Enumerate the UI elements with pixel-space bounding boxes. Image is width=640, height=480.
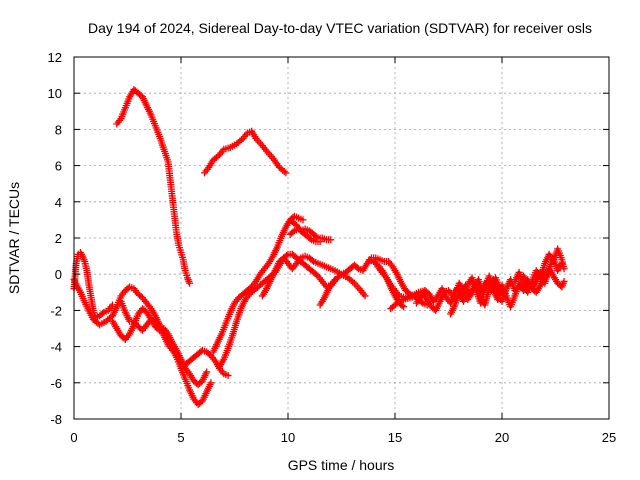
data-point bbox=[207, 379, 215, 387]
series-track-k bbox=[286, 225, 324, 246]
data-point bbox=[313, 233, 321, 241]
data-point bbox=[400, 303, 408, 311]
data-point bbox=[214, 152, 222, 160]
series-track-r bbox=[511, 245, 568, 296]
series-track-s bbox=[519, 265, 568, 296]
data-point bbox=[560, 277, 568, 285]
data-point bbox=[316, 238, 324, 246]
y-tick-label: 10 bbox=[48, 86, 62, 101]
series-track-f bbox=[117, 297, 232, 380]
data-point bbox=[353, 264, 361, 272]
y-tick-label: -4 bbox=[50, 340, 62, 355]
y-tick-label: -8 bbox=[50, 412, 62, 427]
series-track-i bbox=[258, 252, 369, 300]
series-track-b bbox=[201, 127, 290, 177]
data-point bbox=[327, 236, 335, 244]
y-axis-label: SDTVAR / TECUs bbox=[6, 182, 22, 294]
x-tick-label: 0 bbox=[70, 430, 77, 445]
data-point bbox=[186, 279, 194, 287]
axis-ticks: 0 5 10 15 20 25 -8 -6 -4 -2 0 2 4 6 8 10 12 bbox=[48, 50, 617, 445]
series-track-h bbox=[216, 250, 339, 371]
data-point bbox=[237, 136, 245, 144]
x-tick-label: 25 bbox=[602, 430, 616, 445]
data-point bbox=[405, 289, 413, 297]
chart-title: Day 194 of 2024, Sidereal Day-to-day VTE… bbox=[88, 20, 592, 36]
data-point bbox=[308, 256, 316, 264]
series-track-n bbox=[365, 256, 408, 311]
data-point bbox=[282, 169, 290, 177]
x-tick-label: 10 bbox=[281, 430, 295, 445]
data-point bbox=[392, 301, 400, 309]
series-track-a bbox=[113, 86, 194, 287]
data-point bbox=[361, 292, 369, 300]
data-point bbox=[280, 167, 288, 175]
grid-lines bbox=[74, 57, 609, 419]
data-point bbox=[398, 302, 406, 310]
data-point bbox=[349, 278, 357, 286]
data-point bbox=[99, 309, 107, 317]
data-point bbox=[560, 265, 568, 273]
series-track-g bbox=[209, 212, 307, 356]
y-tick-label: 0 bbox=[55, 267, 62, 282]
data-point bbox=[306, 235, 314, 243]
data-markers bbox=[70, 86, 568, 409]
data-point bbox=[203, 368, 211, 376]
series-track-l bbox=[316, 254, 431, 309]
y-tick-label: -2 bbox=[50, 303, 62, 318]
x-tick-label: 15 bbox=[388, 430, 402, 445]
data-point bbox=[224, 372, 232, 380]
y-tick-label: 12 bbox=[48, 50, 62, 65]
data-point bbox=[289, 228, 297, 236]
x-axis-label: GPS time / hours bbox=[288, 457, 395, 473]
x-tick-label: 20 bbox=[495, 430, 509, 445]
data-point bbox=[336, 271, 344, 279]
y-tick-label: 2 bbox=[55, 231, 62, 246]
x-tick-label: 5 bbox=[177, 430, 184, 445]
y-tick-label: 6 bbox=[55, 159, 62, 174]
y-tick-label: -6 bbox=[50, 376, 62, 391]
data-point bbox=[299, 216, 307, 224]
y-tick-label: 4 bbox=[55, 195, 62, 210]
y-tick-label: 8 bbox=[55, 122, 62, 137]
